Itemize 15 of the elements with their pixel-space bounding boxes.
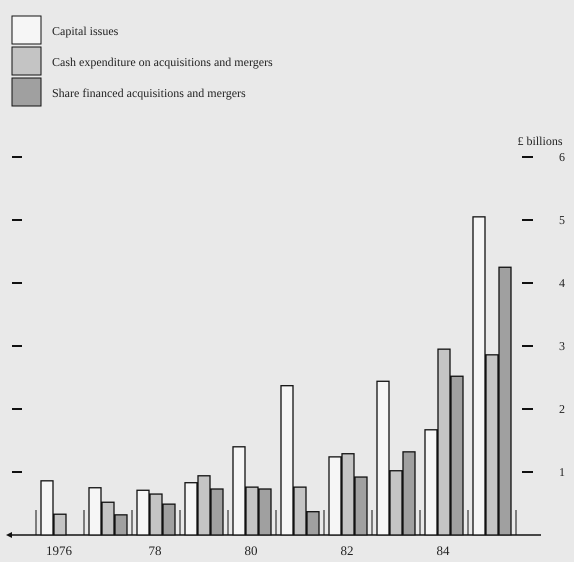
x-tick-label: 82 [340, 543, 354, 558]
y-tick-label: 4 [559, 276, 565, 290]
legend-label: Share financed acquisitions and mergers [52, 86, 246, 100]
y-tick-label: 3 [559, 339, 565, 354]
y-tick-label: 6 [559, 150, 565, 164]
x-tick-label: 80 [244, 543, 258, 558]
y-axis-title: £ billions [517, 134, 563, 148]
x-tick-label: 78 [148, 543, 162, 558]
x-tick-label: 1976 [46, 543, 72, 558]
legend-label: Capital issues [52, 24, 119, 38]
y-tick-label: 5 [559, 213, 565, 228]
legend-label: Cash expenditure on acquisitions and mergers [52, 55, 274, 70]
y-tick-label: 2 [559, 402, 565, 416]
y-tick-label: 1 [559, 465, 565, 480]
x-tick-label: 84 [436, 543, 450, 558]
